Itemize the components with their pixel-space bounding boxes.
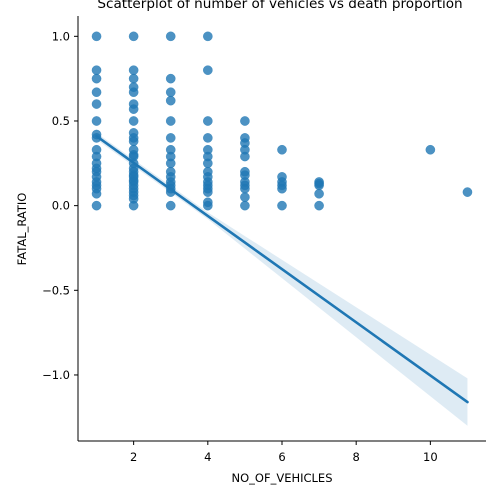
data-point [165, 87, 176, 97]
data-point [91, 73, 102, 84]
regression-line-layer [95, 134, 469, 404]
y-axis-label: FATAL_RATIO [15, 193, 29, 266]
data-point [203, 200, 213, 211]
data-point [240, 200, 250, 211]
data-point [128, 104, 139, 114]
data-point [91, 31, 102, 42]
data-point [314, 180, 324, 191]
data-point [425, 144, 436, 155]
x-tick-label: 10 [423, 450, 438, 464]
data-points-layer [91, 31, 473, 211]
data-point [203, 187, 213, 197]
y-tick-label: 1.0 [52, 29, 70, 43]
data-point [462, 187, 473, 197]
data-point [277, 144, 287, 155]
data-point [165, 116, 176, 126]
y-tick-label: −0.5 [42, 283, 70, 297]
data-point [91, 116, 102, 126]
data-point [128, 200, 139, 211]
data-point [165, 73, 176, 84]
x-tick-label: 6 [278, 450, 285, 464]
chart-title: Scatterplot of number of vehicles vs dea… [97, 0, 462, 12]
data-point [314, 200, 324, 211]
data-point [91, 99, 102, 109]
data-point [277, 183, 287, 194]
data-point [128, 31, 139, 42]
data-point [91, 133, 102, 143]
data-point [203, 116, 213, 126]
data-point [165, 200, 176, 211]
data-point [203, 31, 213, 42]
data-point [128, 136, 139, 147]
data-point [128, 73, 139, 84]
data-point [240, 183, 250, 194]
data-point [277, 200, 287, 211]
data-point [240, 116, 250, 126]
data-point [314, 188, 324, 199]
y-ticks: −1.0 −0.5 0.0 0.5 1.0 [42, 29, 78, 382]
data-point [165, 133, 176, 143]
y-tick-label: 0.0 [52, 199, 70, 213]
data-point [128, 65, 139, 75]
data-point [203, 65, 213, 75]
data-point [128, 116, 139, 126]
x-tick-label: 8 [353, 450, 360, 464]
x-tick-label: 4 [204, 450, 211, 464]
y-tick-label: −1.0 [42, 368, 70, 382]
data-point [128, 87, 139, 97]
data-point [240, 192, 250, 202]
data-point [203, 158, 213, 169]
data-point [91, 87, 102, 97]
data-point [165, 95, 176, 106]
data-point [203, 133, 213, 143]
data-point [91, 188, 102, 199]
regression-line [95, 134, 469, 404]
data-point [165, 31, 176, 42]
x-ticks: 2 4 6 8 10 [130, 441, 438, 464]
x-tick-label: 2 [130, 450, 137, 464]
y-tick-label: 0.5 [52, 114, 70, 128]
data-point [91, 200, 102, 211]
x-axis-label: NO_OF_VEHICLES [232, 471, 333, 485]
data-point [165, 158, 176, 169]
data-point [240, 151, 250, 162]
data-point [91, 65, 102, 75]
